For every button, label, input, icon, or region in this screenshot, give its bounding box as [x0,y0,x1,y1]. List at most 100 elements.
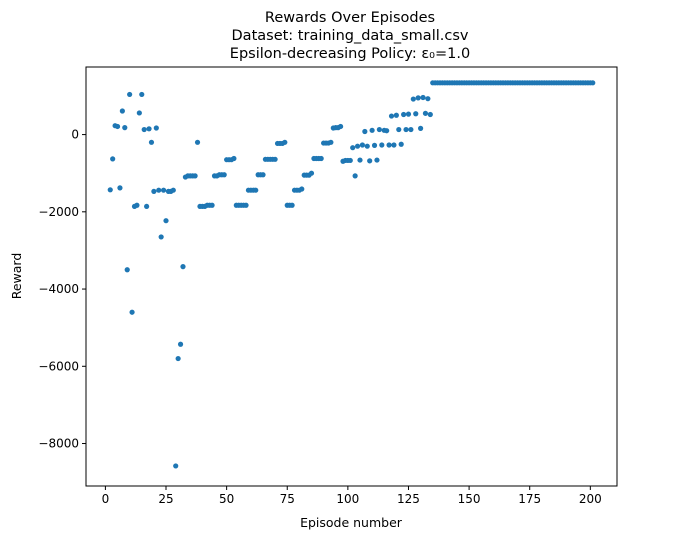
data-point-15 [144,203,150,210]
x-tick-label: 100 [336,492,359,506]
data-point-101 [352,173,358,179]
data-point-132 [427,111,433,118]
data-point-6 [122,125,128,131]
x-tick-label: 175 [518,492,541,506]
x-tick-label: 0 [102,492,110,506]
data-point-125 [410,96,416,102]
data-point-11 [134,202,140,208]
data-point-16 [146,126,152,132]
data-point-110 [374,157,380,163]
data-point-131 [425,96,431,102]
data-point-105 [362,128,368,135]
data-point-5 [119,108,125,114]
x-tick-label: 50 [219,492,234,506]
data-point-117 [391,142,397,148]
data-point-130 [422,110,429,116]
data-point-1 [110,156,116,162]
data-point-3 [114,123,121,130]
data-point-199 [590,80,596,86]
data-point-19 [153,125,159,131]
data-point-106 [364,143,370,149]
data-point-29 [177,341,184,347]
data-point-91 [328,139,334,145]
y-axis-label: Reward [9,253,24,300]
axis-ticks: 0 25 50 75 100 125 150 175 200 −8000 −6000 −4000 −20… [38,128,601,506]
chart-title-line-1: Rewards Over Episodes [265,10,435,26]
data-point-36 [194,139,201,145]
data-point-119 [396,126,402,133]
x-axis-label: Episode number [300,515,403,530]
data-point-99 [347,157,353,164]
data-point-47 [221,172,227,178]
y-tick-label: −8000 [38,437,79,451]
data-point-112 [379,142,385,148]
data-point-35 [192,173,198,179]
data-point-30 [180,264,186,270]
data-point-127 [415,95,421,101]
data-point-122 [403,126,409,133]
data-point-17 [148,139,155,145]
data-point-72 [282,139,288,145]
y-tick-label: −2000 [38,205,79,219]
data-point-116 [388,113,395,119]
chart-title-line-3: Epsilon-decreasing Policy: ε₀=1.0 [230,46,470,62]
data-point-111 [376,126,382,133]
data-point-7 [124,267,130,273]
data-point-128 [418,125,424,131]
data-point-124 [408,126,414,133]
chart-title-line-2: Dataset: training_data_small.csv [232,28,469,44]
data-point-120 [398,141,404,147]
data-point-42 [209,202,215,208]
data-point-63 [260,172,266,178]
data-point-0 [107,187,113,193]
data-point-26 [170,187,176,193]
data-point-102 [354,143,361,149]
data-point-115 [386,142,392,148]
data-point-129 [420,94,426,101]
data-point-27 [173,463,179,469]
data-point-14 [141,126,147,133]
data-point-60 [253,187,259,193]
y-tick-label: −6000 [38,359,79,373]
data-point-68 [272,156,278,162]
data-point-121 [401,111,407,118]
plot-frame [85,66,618,487]
y-tick-label: 0 [71,128,79,142]
data-point-100 [350,145,356,151]
data-point-79 [299,186,305,192]
data-point-83 [308,170,315,176]
data-point-126 [413,111,419,117]
x-tick-label: 150 [458,492,481,506]
data-point-95 [337,123,344,130]
data-point-12 [136,110,142,116]
data-point-9 [129,309,135,315]
data-point-87 [318,155,324,162]
x-tick-label: 75 [280,492,295,506]
data-point-108 [369,127,375,133]
x-tick-label: 25 [158,492,173,506]
x-tick-label: 125 [397,492,420,506]
data-point-18 [151,188,157,194]
data-point-4 [117,185,123,191]
data-point-8 [127,91,133,98]
data-point-118 [393,112,399,118]
data-point-107 [367,158,373,164]
data-point-20 [156,187,162,193]
data-points [107,80,596,469]
data-point-123 [405,111,412,117]
data-point-75 [289,202,295,208]
data-point-56 [243,202,249,208]
y-tick-label: −4000 [38,282,79,296]
data-point-22 [160,187,167,193]
data-point-103 [357,157,363,163]
data-point-28 [175,355,181,362]
data-point-23 [163,218,169,224]
data-point-104 [359,142,366,148]
data-point-114 [384,128,390,134]
data-point-21 [158,234,164,240]
data-point-13 [139,91,145,98]
data-point-109 [371,142,378,148]
x-tick-label: 200 [579,492,602,506]
data-point-51 [231,155,237,162]
